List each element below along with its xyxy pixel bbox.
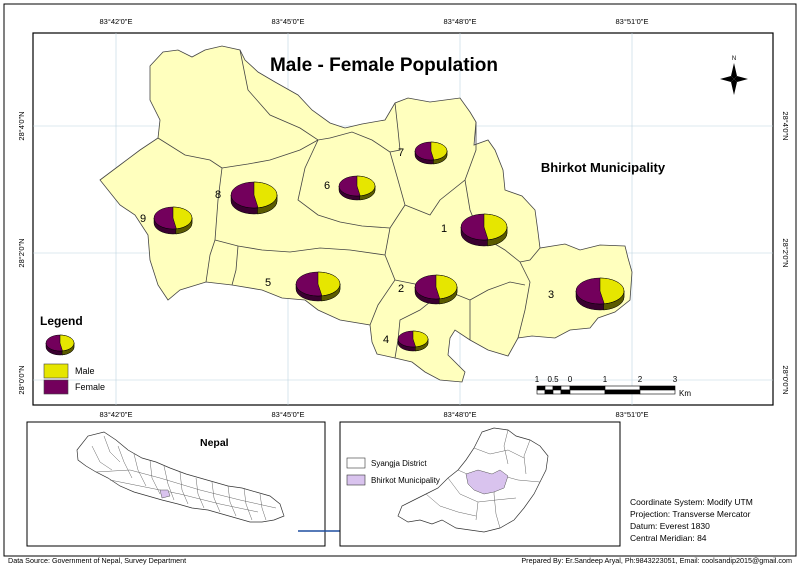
syangja-highlight xyxy=(159,489,171,499)
nepal-inset: Nepal xyxy=(26,421,326,547)
top-coordinates: 83°42'0"E 83°45'0"E 83°48'0"E 83°51'0"E xyxy=(100,17,649,26)
north-arrow-icon: N xyxy=(720,56,748,95)
info-line: Projection: Transverse Mercator xyxy=(630,509,751,519)
scale-unit: Km xyxy=(679,389,691,398)
coord-left-3: 28°0'0"N xyxy=(17,365,26,394)
scale-tick-label: 3 xyxy=(673,375,678,384)
coord-top-4: 83°51'0"E xyxy=(616,17,649,26)
syangja-inset: Syangja District Bhirkot Municipality xyxy=(339,421,621,547)
info-line: Datum: Everest 1830 xyxy=(630,521,710,531)
pie-ward-8 xyxy=(230,181,278,215)
coord-top-2: 83°45'0"E xyxy=(272,17,305,26)
pie-ward-2 xyxy=(414,274,458,305)
legend-label-male: Male xyxy=(75,366,95,376)
ward-labels: 1 2 3 4 5 6 7 8 9 xyxy=(140,147,554,346)
ward-label-5: 5 xyxy=(265,277,271,289)
municipality-label: Bhirkot Municipality xyxy=(541,160,666,175)
legend-swatch-bhirkot xyxy=(346,474,366,486)
map-title: Male - Female Population xyxy=(270,55,498,76)
left-coordinates: 28°4'0"N 28°2'0"N 28°0'0"N xyxy=(17,111,26,394)
ward-label-7: 7 xyxy=(398,147,404,159)
pie-ward-4 xyxy=(397,330,429,352)
scale-bar: 1 0.5 0 1 2 3 Km xyxy=(535,375,692,398)
legend-pie-icon xyxy=(45,334,75,356)
pie-ward-6 xyxy=(338,175,376,201)
coord-bottom-3: 83°48'0"E xyxy=(444,410,477,419)
bhirkot-highlight xyxy=(465,469,509,495)
legend: Legend Male Female xyxy=(40,314,105,395)
ward-label-4: 4 xyxy=(383,334,389,346)
coord-top-3: 83°48'0"E xyxy=(444,17,477,26)
north-label: N xyxy=(732,56,736,62)
coord-left-2: 28°2'0"N xyxy=(17,238,26,267)
coord-bottom-4: 83°51'0"E xyxy=(616,410,649,419)
ward-label-9: 9 xyxy=(140,213,146,225)
municipality-map xyxy=(99,45,633,383)
ward-boundaries xyxy=(157,49,541,359)
pie-symbols xyxy=(153,141,625,352)
coord-top-1: 83°42'0"E xyxy=(100,17,133,26)
ward-label-3: 3 xyxy=(548,289,554,301)
scale-tick-label: 0.5 xyxy=(547,375,559,384)
right-coordinates: 28°4'0"N 28°2'0"N 28°0'0"N xyxy=(781,111,790,394)
ward-label-2: 2 xyxy=(398,283,404,295)
data-source: Data Source: Government of Nepal, Survey… xyxy=(8,556,186,565)
scale-tick-label: 2 xyxy=(638,375,643,384)
legend-title: Legend xyxy=(40,314,83,328)
info-line: Central Meridian: 84 xyxy=(630,533,707,543)
legend-swatch-male xyxy=(43,363,69,379)
coord-left-1: 28°4'0"N xyxy=(17,111,26,140)
municipality-outline xyxy=(99,45,633,383)
pie-ward-7 xyxy=(414,141,448,165)
legend-swatch-female xyxy=(43,379,69,395)
ward-label-8: 8 xyxy=(215,189,221,201)
pie-ward-3 xyxy=(575,277,625,311)
info-line: Coordinate System: Modify UTM xyxy=(630,497,753,507)
nepal-inset-title: Nepal xyxy=(200,437,229,449)
prepared-by: Prepared By: Er.Sandeep Aryal, Ph:984322… xyxy=(521,556,792,565)
coord-bottom-2: 83°45'0"E xyxy=(272,410,305,419)
scale-tick-label: 1 xyxy=(603,375,608,384)
scale-tick-label: 0 xyxy=(568,375,573,384)
projection-info: Coordinate System: Modify UTM Projection… xyxy=(630,497,753,543)
coord-right-1: 28°4'0"N xyxy=(781,111,790,140)
legend-label-female: Female xyxy=(75,382,105,392)
coord-right-3: 28°0'0"N xyxy=(781,365,790,394)
legend-label-bhirkot: Bhirkot Municipality xyxy=(371,476,440,485)
bottom-coordinates: 83°42'0"E 83°45'0"E 83°48'0"E 83°51'0"E xyxy=(100,410,649,419)
coord-right-2: 28°2'0"N xyxy=(781,238,790,267)
scale-tick-label: 1 xyxy=(535,375,540,384)
legend-label-syangja: Syangja District xyxy=(371,459,427,468)
pie-ward-5 xyxy=(295,271,341,302)
coord-bottom-1: 83°42'0"E xyxy=(100,410,133,419)
ward-label-6: 6 xyxy=(324,180,330,192)
pie-ward-9 xyxy=(153,206,193,235)
ward-label-1: 1 xyxy=(441,223,447,235)
legend-swatch-syangja xyxy=(346,457,366,469)
pie-ward-1 xyxy=(460,213,508,247)
